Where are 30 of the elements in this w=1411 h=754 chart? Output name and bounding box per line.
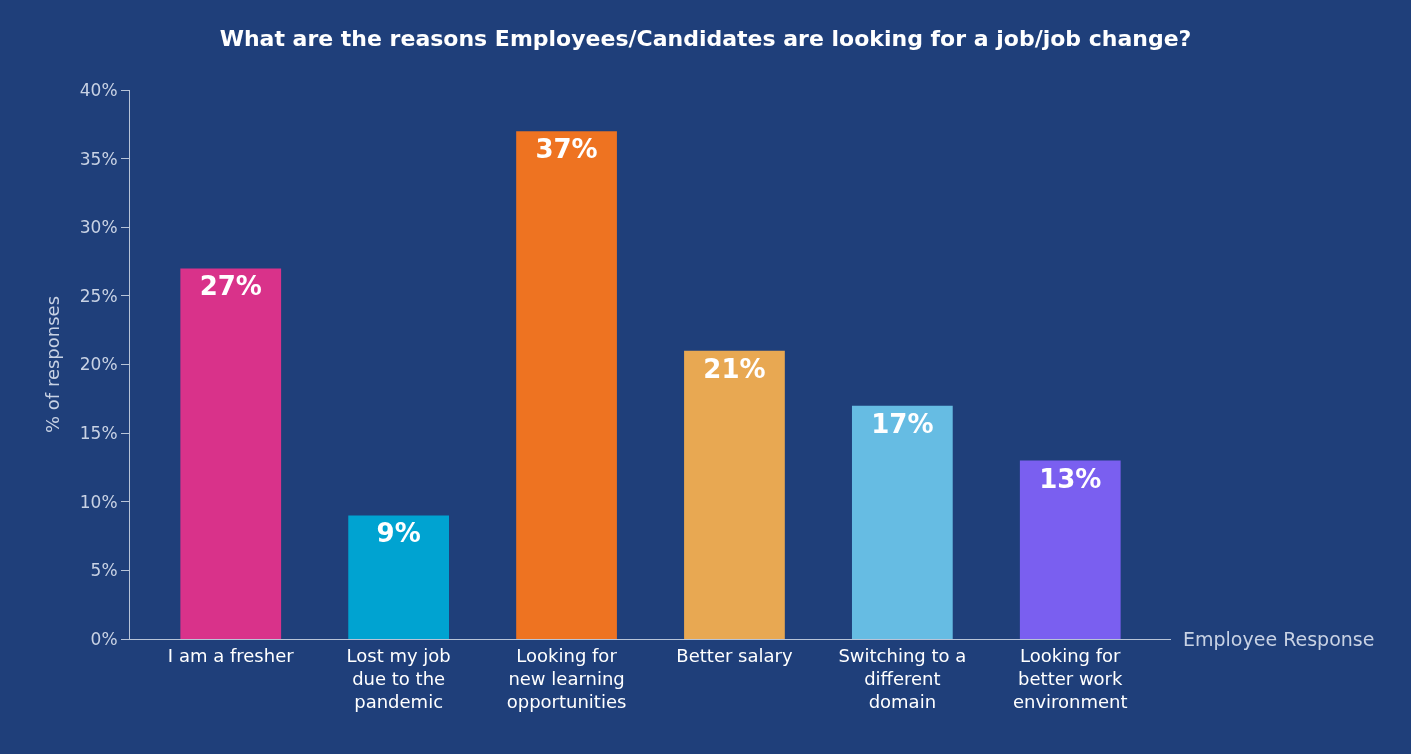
bar xyxy=(516,131,617,639)
bar xyxy=(348,515,450,639)
y-tick-label: 25% xyxy=(79,285,118,306)
y-tick-label: 30% xyxy=(79,217,118,238)
bar xyxy=(684,350,785,639)
x-tick-label: Switching to a different domain xyxy=(838,644,967,713)
x-tick-label: Looking for better work environment xyxy=(1012,644,1128,713)
y-axis-title: % of responses xyxy=(42,295,63,434)
y-tick-label: 10% xyxy=(79,491,118,512)
y-tick-label: 0% xyxy=(90,628,118,649)
x-tick-label: I am a fresher xyxy=(167,644,295,666)
data-label: 37% xyxy=(535,134,598,165)
data-label: 17% xyxy=(871,408,934,439)
data-label: 9% xyxy=(376,518,421,549)
y-tick-label: 5% xyxy=(90,560,118,581)
bar xyxy=(851,405,953,639)
data-label: 27% xyxy=(199,271,262,302)
x-axis-title: Employee Response xyxy=(1183,628,1375,650)
x-tick-label: Lost my job due to the pandemic xyxy=(346,644,451,713)
bar xyxy=(180,268,282,639)
y-tick-label: 20% xyxy=(79,354,118,375)
y-tick-label: 15% xyxy=(79,423,118,444)
bar xyxy=(1019,460,1121,639)
chart-title: What are the reasons Employees/Candidates are looking for a job/job change? xyxy=(219,25,1192,51)
y-tick-label: 40% xyxy=(79,79,118,100)
data-label: 13% xyxy=(1039,463,1102,494)
x-tick-label: Better salary xyxy=(676,644,793,666)
y-tick-label: 35% xyxy=(79,148,118,169)
data-label: 21% xyxy=(703,353,766,384)
x-tick-label: Looking for new learning opportunities xyxy=(506,644,627,713)
